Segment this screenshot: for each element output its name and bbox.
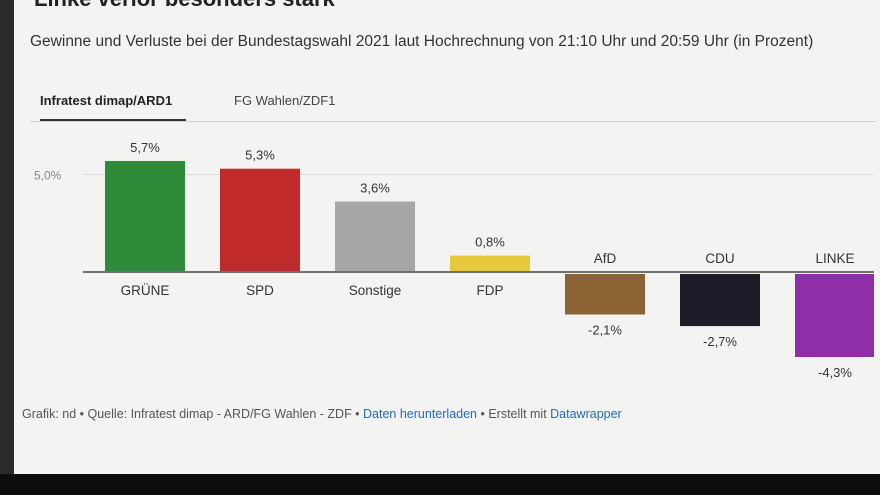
category-label-spd: SPD [246, 283, 274, 298]
chart-footer: Grafik: nd • Quelle: Infratest dimap - A… [22, 407, 622, 421]
bar-spd [220, 168, 300, 271]
bar-grüne [105, 160, 185, 271]
screen-bezel-left [0, 0, 14, 474]
value-label-sonstige: 3,6% [360, 181, 390, 196]
bar-cdu [680, 274, 760, 327]
y-tick-label: 5,0% [34, 169, 62, 183]
category-label-sonstige: Sonstige [349, 283, 402, 298]
value-label-afd: -2,1% [588, 323, 622, 338]
tab-fg-wahlen[interactable]: FG Wahlen/ZDF1 [234, 93, 336, 108]
bar-afd [565, 274, 645, 315]
source-tabs: Infratest dimap/ARD1 FG Wahlen/ZDF1 [30, 93, 876, 122]
download-data-link[interactable]: Daten herunterladen [363, 407, 478, 421]
bar-sonstige [335, 201, 415, 271]
category-label-fdp: FDP [477, 283, 504, 298]
footer-source: Grafik: nd • Quelle: Infratest dimap - A… [22, 407, 364, 421]
value-label-grüne: 5,7% [130, 140, 160, 155]
bar-fdp [450, 255, 530, 271]
value-label-fdp: 0,8% [475, 235, 505, 250]
footer-created-with: • Erstellt mit [477, 407, 551, 421]
chart-title-cut: Linke verlor besonders stark [34, 0, 335, 12]
bar-linke [795, 274, 874, 357]
category-label-afd: AfD [594, 251, 617, 266]
bar-chart: 5,0% 5,7% GRÜNE 5,3% SPD 3,6% Sonstige 0,8% FDP -… [34, 140, 874, 380]
chart-screen: Linke verlor besonders stark Gewinne und… [14, 0, 880, 474]
datawrapper-link[interactable]: Datawrapper [550, 407, 622, 421]
category-label-cdu: CDU [705, 251, 734, 266]
category-label-linke: LINKE [815, 251, 854, 266]
value-label-spd: 5,3% [245, 148, 275, 163]
value-label-linke: -4,3% [818, 365, 852, 380]
chart-subtitle: Gewinne und Verluste bei der Bundestagsw… [30, 33, 814, 50]
tab-infratest-dimap[interactable]: Infratest dimap/ARD1 [40, 93, 187, 121]
screen-bezel-bottom [0, 474, 880, 495]
category-label-grüne: GRÜNE [121, 283, 170, 298]
value-label-cdu: -2,7% [703, 334, 737, 349]
